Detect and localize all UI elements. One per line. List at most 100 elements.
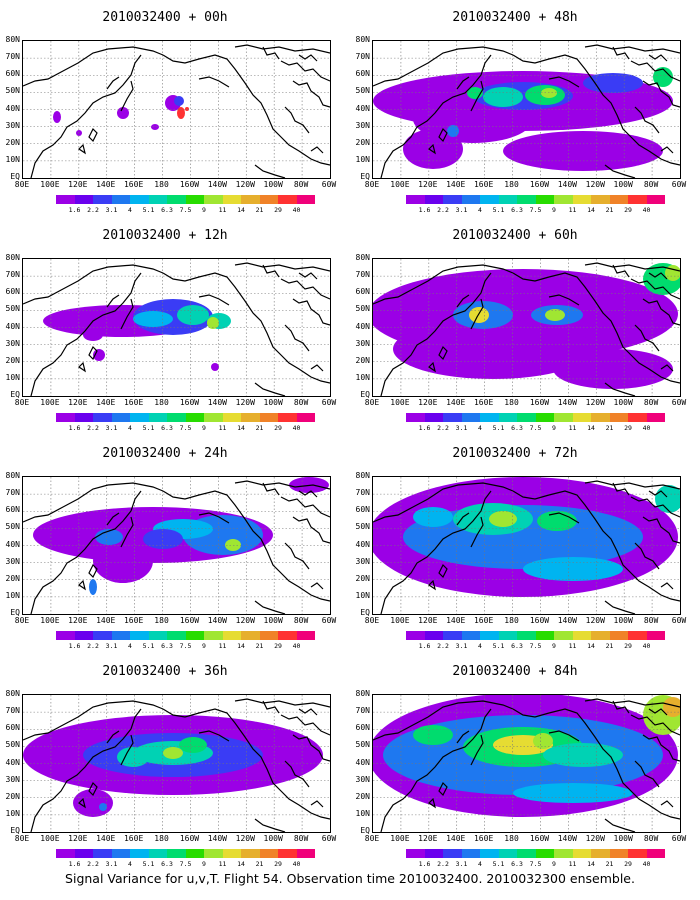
legend-label: 4 [478, 860, 482, 868]
legend-label: 1.6 [418, 860, 431, 868]
legend-swatch [278, 195, 297, 204]
legend-swatch [222, 413, 241, 422]
legend-swatch [480, 413, 499, 422]
legend-label: 11 [568, 424, 577, 432]
coastline [298, 54, 318, 62]
legend-label: 14 [237, 642, 245, 650]
legend-swatch [222, 631, 241, 640]
legend-label: 6.3 [511, 860, 523, 868]
map-panel: 2010032400 + 12h 80N 70N 60N 50N 40N 30N 20N 10N… [0, 228, 337, 450]
legend-label: 1.6 [418, 424, 431, 432]
legend-label: 29 [274, 206, 282, 214]
legend-swatch [130, 631, 149, 640]
map-frame [22, 476, 331, 615]
coastline [456, 76, 470, 90]
map-frame [372, 258, 681, 397]
lon-tick-label: 100W [613, 834, 633, 843]
coastline [470, 734, 484, 766]
lat-tick-label: 30N [355, 120, 370, 130]
lon-axis: 80E 100E 120E 140E 160E 180 160W 140W 120W 100W 80… [12, 398, 339, 408]
lon-tick-label: 120E [68, 616, 88, 625]
coastline [438, 563, 448, 579]
coastline [310, 146, 324, 154]
lat-tick-label: 30N [5, 556, 20, 566]
coastline [88, 781, 98, 797]
coastline [660, 364, 674, 372]
legend-label: 3.1 [105, 642, 118, 650]
lon-tick-label: 80E [14, 398, 30, 407]
lat-tick-label: EQ [10, 390, 20, 399]
legend-label: 9 [552, 424, 556, 432]
legend-label: 5.1 [492, 860, 505, 868]
variance-contour [179, 737, 207, 753]
color-legend: 1.6 2.2 3.1 4 5.1 6.3 7.5 9 11 14 21 29 40 [406, 849, 666, 869]
lon-tick-label: 60W [321, 180, 337, 189]
legend-swatch [498, 849, 517, 858]
lon-tick-label: 100E [390, 180, 410, 189]
coastline [648, 490, 668, 498]
coastlines [23, 480, 330, 614]
lon-tick-label: 80W [643, 180, 659, 189]
legend-label: 2.2 [87, 860, 99, 868]
lat-tick-label: 30N [5, 774, 20, 784]
variance-contour [393, 319, 593, 379]
legend-label: 14 [237, 424, 245, 432]
legend-swatch [517, 413, 536, 422]
coastline [456, 512, 470, 526]
color-legend: 1.6 2.2 3.1 4 5.1 6.3 7.5 9 11 14 21 29 40 [406, 631, 666, 651]
panel-title: 2010032400 + 36h [102, 664, 228, 679]
legend-swatch [517, 849, 536, 858]
coastline [604, 382, 636, 396]
coastline [470, 516, 484, 548]
coastline [604, 600, 636, 614]
legend-label: 1.6 [68, 206, 81, 214]
lon-tick-label: 120W [585, 398, 605, 407]
lon-tick-label: 180 [154, 398, 169, 407]
legend-label: 2.2 [437, 206, 449, 214]
coastline [438, 345, 448, 361]
legend-label: 4 [128, 424, 132, 432]
coastline [198, 730, 230, 742]
lon-tick-label: 80E [14, 834, 30, 843]
lat-tick-label: 60N [5, 69, 20, 79]
lon-tick-label: 120E [418, 616, 438, 625]
coastline [280, 278, 330, 300]
lat-tick-label: 70N [5, 270, 20, 280]
coastline [548, 294, 580, 306]
legend-label: 1.6 [68, 424, 81, 432]
lat-tick-label: 10N [5, 372, 20, 382]
coastline [284, 106, 310, 134]
variance-contour [117, 747, 149, 767]
lon-tick-label: 180 [504, 398, 519, 407]
variance-contour [469, 307, 489, 323]
legend-swatch [461, 413, 480, 422]
map-frame [22, 40, 331, 179]
coastlines [23, 262, 330, 396]
lon-tick-label: 160E [473, 180, 494, 189]
lat-tick-label: 30N [355, 774, 370, 784]
legend-swatch [572, 631, 591, 640]
lon-tick-label: 60W [321, 616, 337, 625]
variance-shading [43, 299, 231, 371]
legend-swatch [646, 195, 665, 204]
legend-swatch [167, 195, 186, 204]
coastline [262, 700, 280, 714]
legend-label: 4 [478, 424, 482, 432]
coastline [284, 324, 310, 352]
lat-tick-label: 40N [5, 321, 20, 331]
variance-contour [185, 107, 189, 111]
legend-swatch [461, 631, 480, 640]
lon-tick-label: 100W [263, 398, 283, 407]
legend-swatch [591, 195, 610, 204]
lon-tick-label: 160E [473, 398, 494, 407]
map-panel: 2010032400 + 24h 80N 70N 60N 50N 40N 30N 20N 10N… [0, 446, 337, 668]
coastline [254, 818, 286, 832]
variance-contour [99, 803, 107, 811]
lon-tick-label: 160W [529, 180, 550, 189]
coastline [512, 490, 680, 602]
legend-swatch [443, 849, 462, 858]
legend-swatch [259, 849, 278, 858]
legend-label: 4 [478, 206, 482, 214]
legend-swatch [406, 631, 425, 640]
map-canvas [373, 695, 680, 832]
